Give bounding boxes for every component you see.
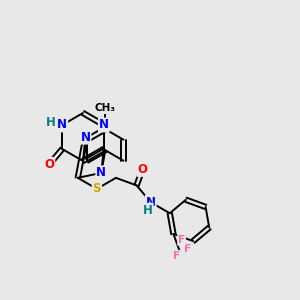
Text: N: N <box>96 167 106 179</box>
Text: F: F <box>184 244 191 254</box>
Text: CH₃: CH₃ <box>95 103 116 113</box>
Text: F: F <box>178 235 185 245</box>
Text: H: H <box>46 116 56 128</box>
Text: N: N <box>57 118 67 131</box>
Text: O: O <box>44 158 54 171</box>
Text: N: N <box>146 196 156 209</box>
Text: F: F <box>173 251 180 261</box>
Text: N: N <box>80 130 91 144</box>
Text: N: N <box>99 118 109 131</box>
Text: O: O <box>137 163 147 176</box>
Text: H: H <box>143 204 153 217</box>
Text: S: S <box>93 182 101 195</box>
